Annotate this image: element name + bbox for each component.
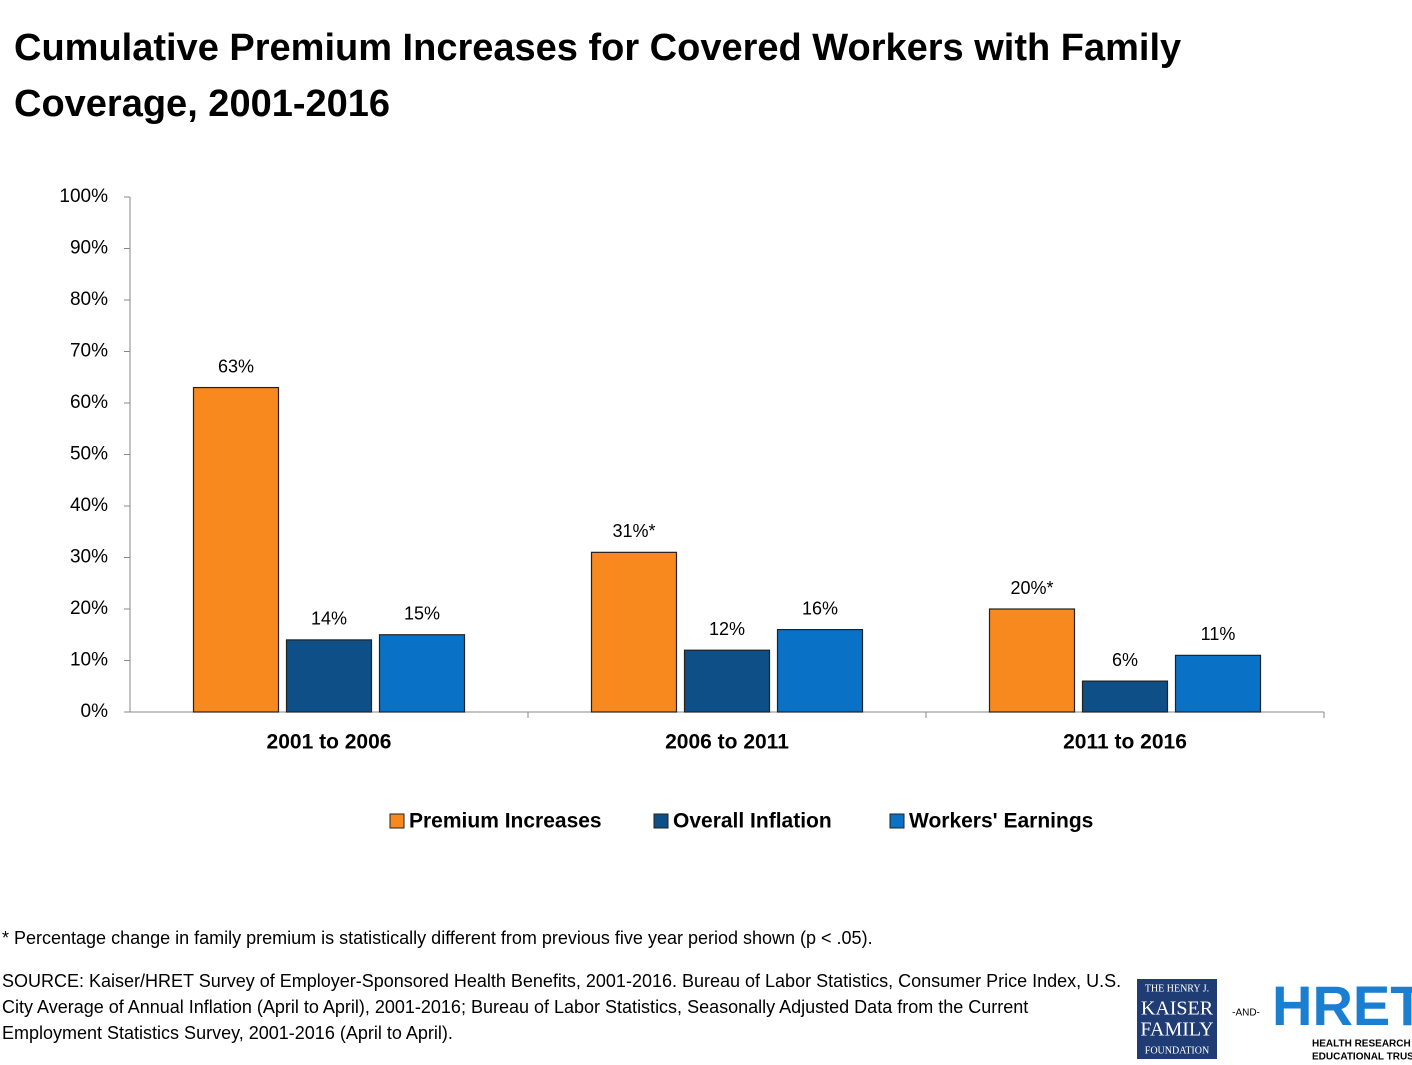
bar (1081, 680, 1169, 713)
and-text: -AND- (1232, 1008, 1260, 1019)
kff-text: FOUNDATION (1145, 1045, 1209, 1056)
hret-sub: EDUCATIONAL TRUST (1312, 1052, 1412, 1063)
y-tick-label: 30% (70, 547, 108, 568)
kff-text: THE HENRY J. (1145, 983, 1209, 994)
bar (683, 649, 771, 713)
footnote: * Percentage change in family premium is… (2, 928, 873, 948)
legend-label: Premium Increases (409, 810, 602, 833)
chart-title: Cumulative Premium Increases for Covered… (14, 27, 1182, 125)
hret-logo: HRET (1272, 974, 1412, 1037)
y-tick-label: 90% (70, 238, 108, 259)
y-tick-label: 100% (59, 186, 108, 207)
legend-swatch (389, 813, 405, 829)
x-tick-label: 2001 to 2006 (267, 731, 392, 754)
kff-logo: THE HENRY J. KAISER FAMILY FOUNDATION (1137, 979, 1217, 1059)
y-tick-label: 0% (81, 701, 109, 722)
value-label: 63% (218, 356, 254, 376)
legend-label: Workers' Earnings (909, 810, 1093, 833)
value-label: 31%* (612, 521, 655, 541)
y-tick-label: 50% (70, 444, 108, 465)
kff-text: FAMILY (1140, 1019, 1213, 1041)
y-tick-label: 40% (70, 495, 108, 516)
y-tick-label: 20% (70, 598, 108, 619)
kff-text: KAISER (1141, 998, 1214, 1020)
bar (776, 628, 864, 713)
legend-swatch (889, 813, 905, 829)
source: SOURCE: Kaiser/HRET Survey of Employer-S… (2, 971, 1122, 1043)
kff-box (1137, 979, 1217, 1059)
value-label: 15% (404, 604, 440, 624)
y-tick-label: 60% (70, 392, 108, 413)
y-tick-label: 80% (70, 289, 108, 310)
y-tick-label: 70% (70, 341, 108, 362)
value-label: 12% (709, 619, 745, 639)
y-tick-label: 10% (70, 650, 108, 671)
value-label: 11% (1201, 624, 1236, 644)
value-label: 14% (311, 609, 347, 629)
bar (988, 608, 1076, 713)
value-label: 16% (802, 598, 838, 618)
value-label: 6% (1112, 650, 1138, 670)
bar (285, 639, 373, 713)
bar (590, 551, 678, 713)
value-label: 20%* (1010, 578, 1053, 598)
x-tick-label: 2006 to 2011 (665, 731, 789, 754)
legend-swatch (653, 813, 669, 829)
legend-label: Overall Inflation (673, 810, 832, 833)
bar (1174, 654, 1262, 713)
hret-sub: HEALTH RESEARCH & (1312, 1039, 1412, 1050)
x-tick-label: 2011 to 2016 (1063, 731, 1187, 754)
bar (192, 386, 280, 713)
bar (378, 634, 466, 713)
